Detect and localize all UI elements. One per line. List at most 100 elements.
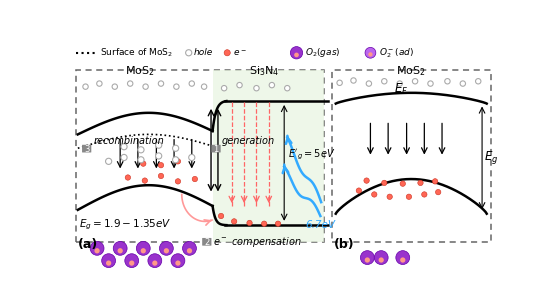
Circle shape <box>125 175 130 180</box>
Circle shape <box>351 78 356 83</box>
Circle shape <box>136 242 150 255</box>
Circle shape <box>294 52 299 57</box>
Circle shape <box>418 180 423 186</box>
Text: (b): (b) <box>333 238 354 251</box>
Circle shape <box>189 154 195 160</box>
Circle shape <box>158 163 164 168</box>
Circle shape <box>175 179 180 184</box>
FancyBboxPatch shape <box>202 238 211 246</box>
Circle shape <box>460 81 465 86</box>
Circle shape <box>201 84 207 89</box>
Circle shape <box>364 178 369 183</box>
Circle shape <box>183 242 196 255</box>
Text: $E'_g = 5eV$: $E'_g = 5eV$ <box>288 148 336 162</box>
Circle shape <box>387 194 392 199</box>
Circle shape <box>128 81 133 86</box>
Text: generation: generation <box>222 136 275 146</box>
Circle shape <box>269 82 274 88</box>
Circle shape <box>224 50 230 56</box>
Circle shape <box>276 221 280 226</box>
Circle shape <box>142 178 147 183</box>
Circle shape <box>175 260 180 266</box>
Circle shape <box>400 257 405 263</box>
Circle shape <box>112 84 118 89</box>
Circle shape <box>365 47 376 58</box>
Circle shape <box>129 260 134 266</box>
FancyBboxPatch shape <box>211 145 221 152</box>
Circle shape <box>102 254 116 267</box>
Circle shape <box>432 179 438 184</box>
Text: $E_g = 1.9 - 1.35eV$: $E_g = 1.9 - 1.35eV$ <box>79 218 172 232</box>
Circle shape <box>156 142 162 148</box>
Circle shape <box>261 221 267 226</box>
Text: recombination: recombination <box>93 136 164 146</box>
Text: (a): (a) <box>78 238 98 251</box>
Text: MoS$_2$: MoS$_2$ <box>124 64 155 78</box>
Circle shape <box>368 52 372 56</box>
Circle shape <box>106 260 111 266</box>
Circle shape <box>143 84 148 89</box>
FancyBboxPatch shape <box>82 145 91 152</box>
Circle shape <box>113 242 127 255</box>
Circle shape <box>476 79 481 84</box>
Circle shape <box>185 50 192 56</box>
Circle shape <box>164 248 169 253</box>
Circle shape <box>95 248 100 253</box>
Circle shape <box>400 181 405 186</box>
Text: 1: 1 <box>213 145 219 153</box>
Circle shape <box>158 81 164 86</box>
Bar <box>332 70 491 242</box>
Circle shape <box>97 81 102 86</box>
Circle shape <box>152 260 157 266</box>
Circle shape <box>121 144 127 150</box>
Circle shape <box>90 242 104 255</box>
Circle shape <box>189 81 195 86</box>
Circle shape <box>187 248 192 253</box>
Text: $E_F$: $E_F$ <box>394 82 408 97</box>
Text: 2: 2 <box>204 238 210 247</box>
Circle shape <box>141 248 146 253</box>
Circle shape <box>412 79 418 84</box>
Circle shape <box>160 242 173 255</box>
Text: $E_g$: $E_g$ <box>485 149 499 166</box>
Circle shape <box>106 158 112 164</box>
Text: 6.7eV: 6.7eV <box>305 220 335 230</box>
Circle shape <box>138 147 144 153</box>
Circle shape <box>422 192 427 197</box>
Text: MoS$_2$: MoS$_2$ <box>397 64 426 78</box>
Circle shape <box>237 82 242 88</box>
Circle shape <box>125 254 139 267</box>
Text: $e^-$ compensation: $e^-$ compensation <box>212 235 301 249</box>
Circle shape <box>141 161 146 166</box>
Text: Surface of MoS$_2$: Surface of MoS$_2$ <box>100 47 173 59</box>
Circle shape <box>366 81 372 86</box>
Circle shape <box>356 188 361 193</box>
Circle shape <box>148 254 162 267</box>
Circle shape <box>397 81 403 86</box>
Text: 3: 3 <box>84 145 89 153</box>
Circle shape <box>247 220 252 226</box>
Circle shape <box>396 251 410 264</box>
Circle shape <box>232 219 237 224</box>
Circle shape <box>406 194 411 199</box>
Text: hole: hole <box>194 48 213 57</box>
Circle shape <box>382 180 387 186</box>
Circle shape <box>365 257 370 263</box>
Circle shape <box>337 80 342 85</box>
Circle shape <box>171 254 185 267</box>
Circle shape <box>173 145 179 151</box>
Text: Si$_3$N$_4$: Si$_3$N$_4$ <box>249 64 279 78</box>
Circle shape <box>382 79 387 84</box>
Circle shape <box>378 257 384 263</box>
Circle shape <box>121 154 127 160</box>
Circle shape <box>372 192 377 197</box>
Circle shape <box>254 85 259 91</box>
Bar <box>76 70 324 242</box>
Circle shape <box>173 157 179 163</box>
Circle shape <box>290 47 303 59</box>
Circle shape <box>218 213 224 219</box>
Circle shape <box>360 251 375 264</box>
Circle shape <box>158 173 164 179</box>
Circle shape <box>284 85 290 91</box>
Circle shape <box>138 157 144 163</box>
